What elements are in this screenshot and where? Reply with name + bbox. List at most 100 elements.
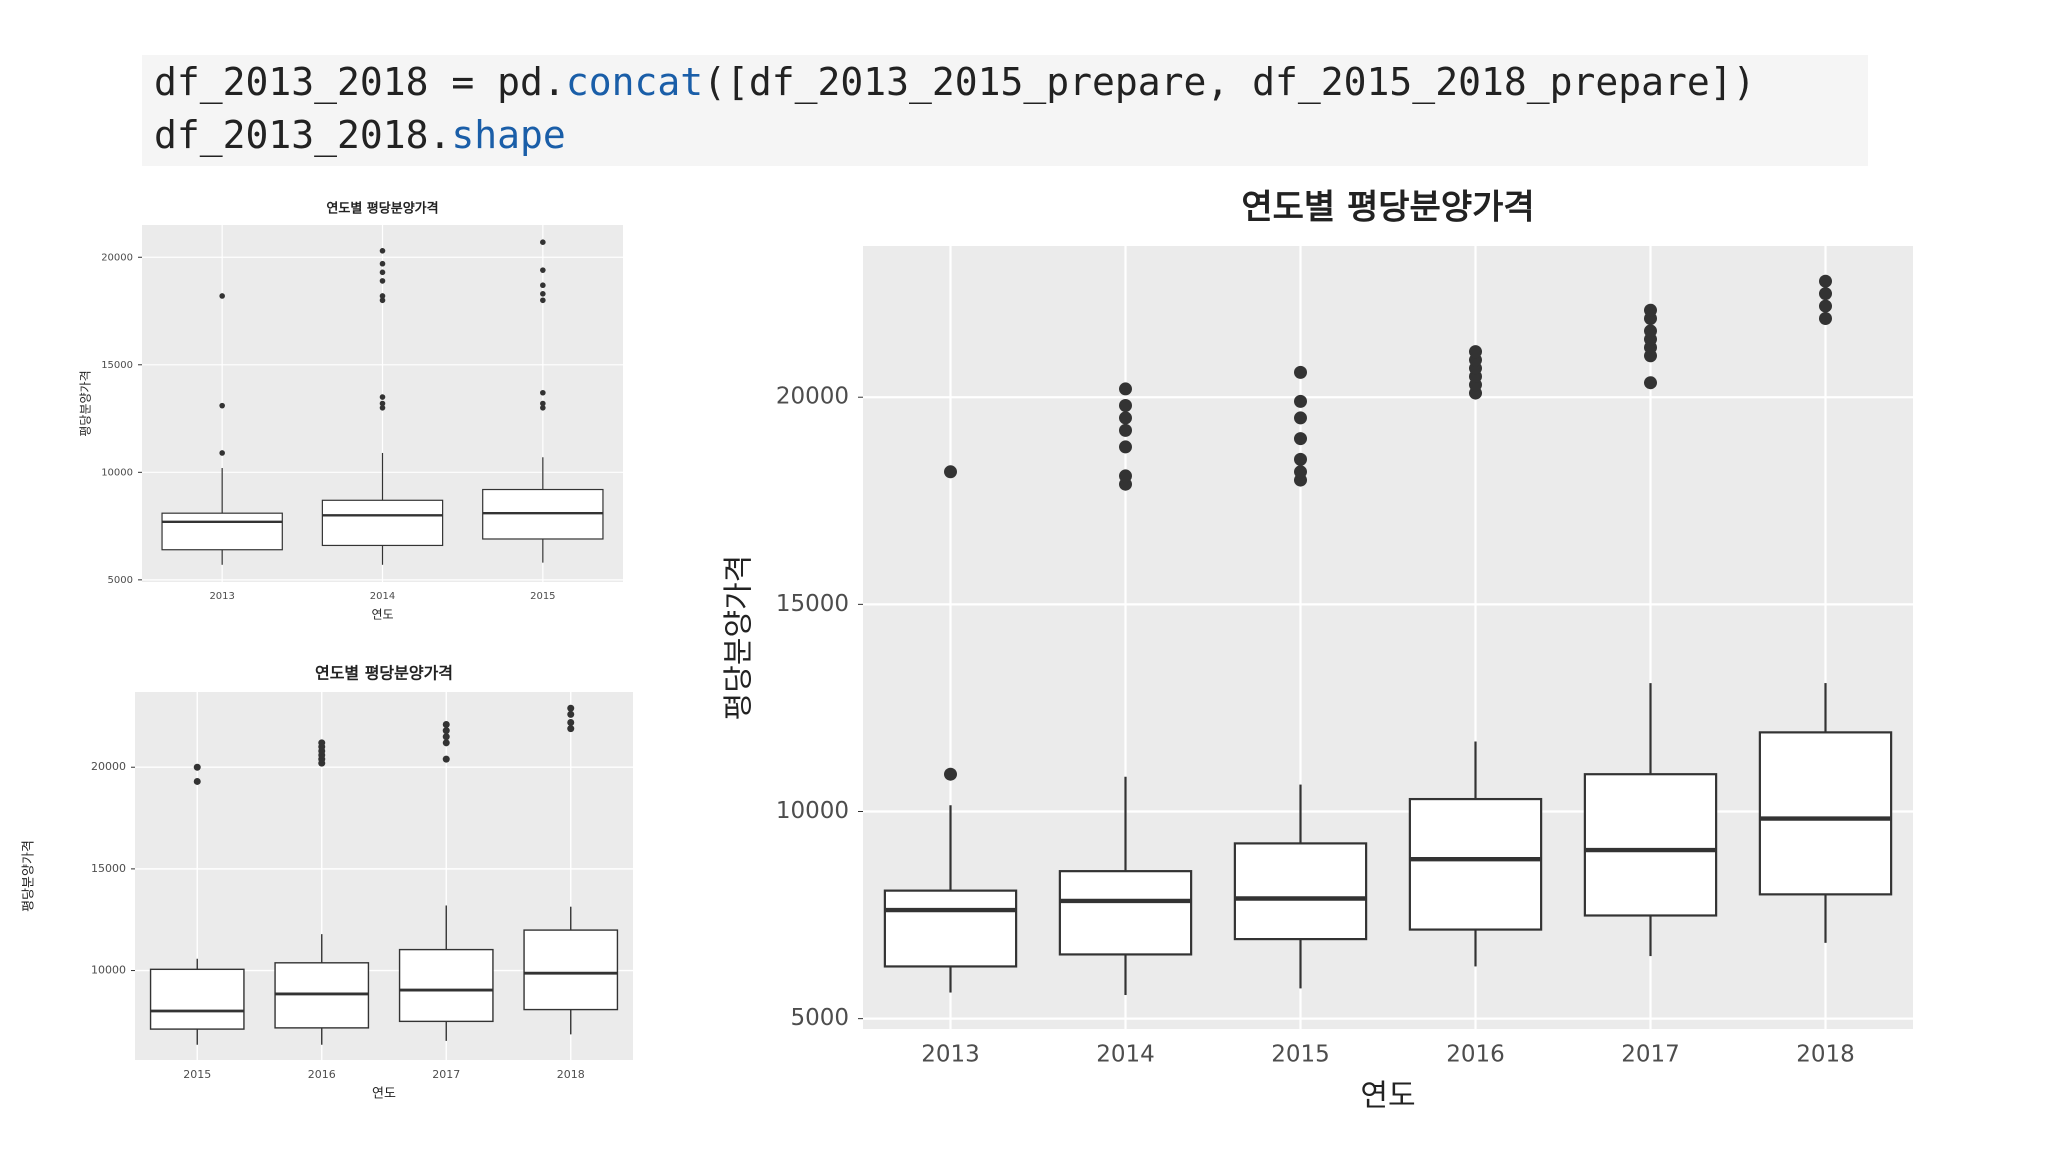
y-tick-label: 10000 — [776, 798, 849, 824]
y-tick-label: 5000 — [790, 1005, 849, 1031]
outlier — [1294, 394, 1307, 408]
box-plot: 연도별 평당분양가격 10000 15000 20000 2015 2016 2017 201… — [22, 664, 633, 1102]
outlier — [1119, 382, 1132, 396]
y-tick-label: 10000 — [101, 467, 133, 478]
box — [274, 962, 370, 1029]
outlier — [1819, 287, 1832, 301]
y-tick-label: 20000 — [101, 252, 133, 263]
outlier — [1644, 324, 1657, 338]
chart-title: 연도별 평당분양가격 — [315, 664, 453, 683]
chart-title: 연도별 평당분양가격 — [1241, 188, 1534, 228]
outlier — [379, 400, 386, 407]
box — [1233, 842, 1368, 941]
outlier — [1119, 440, 1132, 454]
outlier — [1469, 345, 1482, 359]
outlier — [379, 260, 386, 267]
outlier — [540, 405, 546, 411]
y-tick-label: 20000 — [91, 760, 126, 773]
box — [523, 929, 619, 1011]
outlier — [442, 755, 450, 763]
outlier — [193, 763, 201, 771]
outlier — [540, 297, 546, 304]
outlier — [219, 402, 225, 409]
outlier — [1644, 303, 1657, 317]
outlier — [1119, 399, 1132, 412]
x-tick-label: 2015 — [530, 591, 555, 602]
outlier — [1819, 312, 1832, 325]
box — [1058, 870, 1193, 956]
outlier — [1294, 465, 1307, 479]
box-plot: 연도별 평당분양가격 5000 10000 15000 20000 2013 2014 201… — [722, 188, 1913, 1114]
code-line: df_2013_2018.shape — [154, 113, 566, 158]
x-tick-label: 2014 — [1096, 1042, 1155, 1068]
x-tick-label: 2015 — [183, 1068, 211, 1081]
code-token: shape — [451, 113, 565, 157]
y-axis-title: 평당분양가격 — [722, 555, 757, 721]
box — [1758, 731, 1893, 896]
outlier — [540, 267, 546, 273]
outlier — [379, 278, 386, 284]
box — [398, 948, 494, 1023]
outlier — [944, 465, 957, 479]
x-tick-label: 2016 — [1446, 1042, 1505, 1068]
outlier — [540, 389, 546, 396]
y-tick-label: 15000 — [91, 862, 126, 875]
x-tick-label: 2013 — [209, 591, 234, 602]
outlier — [379, 248, 386, 254]
x-tick-label: 2015 — [1271, 1042, 1330, 1068]
x-axis-title: 연도 — [371, 608, 393, 622]
outlier — [567, 710, 575, 718]
outlier — [567, 725, 575, 733]
box — [149, 968, 245, 1030]
outlier — [540, 400, 546, 407]
x-axis-title: 연도 — [1360, 1079, 1415, 1114]
outlier — [442, 739, 450, 747]
outlier — [219, 450, 225, 456]
y-axis-title: 평당분양가격 — [79, 370, 93, 436]
box — [1583, 773, 1718, 917]
outlier — [1119, 411, 1132, 425]
x-tick-label: 2018 — [557, 1068, 585, 1081]
x-tick-label: 2014 — [370, 591, 395, 602]
outlier — [1819, 299, 1832, 313]
outlier — [540, 291, 546, 297]
y-tick-label: 10000 — [91, 964, 126, 977]
code-line: df_2013_2018 = pd.concat([df_2013_2015_p… — [154, 60, 1755, 105]
outlier — [944, 767, 957, 781]
y-axis-title: 평당분양가격 — [22, 840, 37, 912]
outlier — [193, 777, 201, 785]
x-tick-label: 2017 — [432, 1068, 460, 1081]
x-axis-title: 연도 — [372, 1087, 396, 1102]
code-token: concat — [566, 60, 703, 104]
outlier — [1294, 452, 1307, 466]
outlier — [379, 394, 386, 400]
y-tick-label: 15000 — [776, 591, 849, 617]
x-tick-label: 2017 — [1621, 1042, 1680, 1068]
outlier — [442, 727, 450, 735]
outlier — [1119, 469, 1132, 483]
box — [1408, 797, 1543, 931]
code-block — [142, 55, 1868, 166]
box — [883, 889, 1018, 968]
outlier — [379, 269, 386, 276]
outlier — [1819, 274, 1832, 288]
outlier — [318, 739, 326, 747]
box — [321, 499, 444, 547]
outlier — [219, 293, 225, 299]
outlier — [1294, 411, 1307, 425]
y-tick-label: 5000 — [108, 575, 133, 586]
outlier — [379, 297, 386, 304]
code-token: df_2013_2018 = pd. — [154, 60, 566, 105]
code-token: df_2013_2018. — [154, 113, 451, 158]
outlier — [442, 733, 450, 741]
plot-panel — [863, 246, 1913, 1029]
outlier — [1294, 365, 1307, 379]
outlier — [540, 239, 546, 246]
box — [161, 512, 283, 551]
chart-title: 연도별 평당분양가격 — [326, 201, 438, 217]
x-tick-label: 2016 — [308, 1068, 336, 1081]
outlier — [567, 718, 575, 726]
outlier — [540, 282, 546, 289]
box-plot: 연도별 평당분양가격 5000 10000 15000 20000 2013 2014 201… — [79, 201, 623, 622]
